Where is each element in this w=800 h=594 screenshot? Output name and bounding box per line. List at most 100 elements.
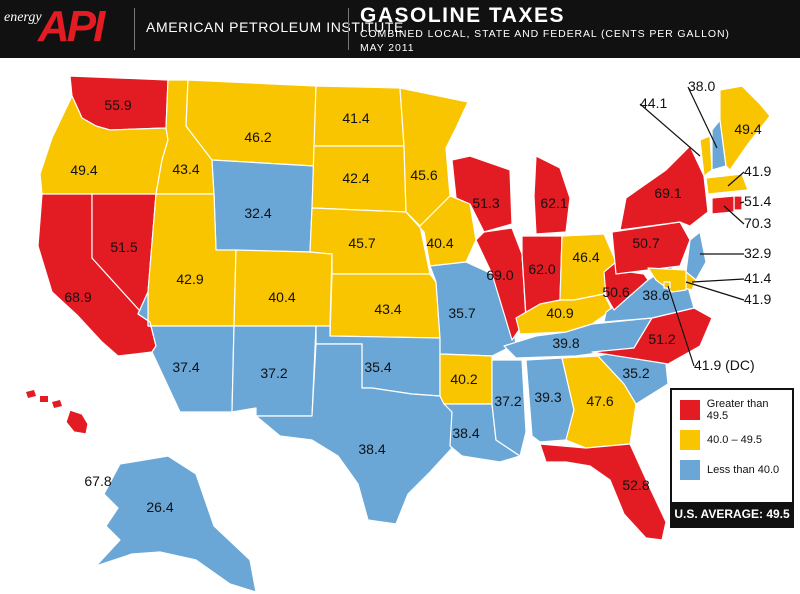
state-values: 55.9 49.4 68.9 51.5 43.4 46.2 32.4 42.9 37.4 40.4… [64,78,771,515]
state-hi-island [26,390,36,398]
state-value-ok: 35.4 [364,359,391,375]
state-value-ak: 26.4 [146,499,173,515]
state-value-ks: 43.4 [374,301,401,317]
page-title: GASOLINE TAXES [360,4,565,27]
page-date: MAY 2011 [360,42,415,54]
state-md [647,267,687,293]
state-hi-island [40,396,48,402]
state-ak [95,455,257,593]
state-value-ga: 47.6 [586,393,613,409]
state-value-dc: 41.9 (DC) [694,357,755,373]
state-value-nc: 51.2 [648,331,675,347]
logo-energy-text: energy [4,10,42,25]
logo-api-wordmark: API [38,2,105,51]
leader-line-nh [687,86,718,149]
state-value-sc: 35.2 [622,365,649,381]
state-mo [429,261,517,357]
state-value-me: 49.4 [734,121,761,137]
state-value-mo: 35.7 [448,305,475,321]
state-value-ia: 40.4 [426,235,453,251]
legend-swatch-mid [680,430,700,450]
state-value-vt: 44.1 [640,95,667,111]
state-mi [533,155,571,235]
organization-name: AMERICAN PETROLEUM INSTITUTE [146,19,404,35]
state-tx [255,343,453,525]
state-hi-island [52,400,62,408]
state-value-or: 49.4 [70,162,97,178]
state-value-pa: 50.7 [632,235,659,251]
state-nc [591,307,713,365]
state-nj [685,231,707,281]
leader-line-ct [723,205,745,225]
state-value-az: 37.4 [172,359,199,375]
header-bar: energy API AMERICAN PETROLEUM INSTITUTE … [0,0,800,58]
leader-line-vt [639,103,701,157]
state-value-mi: 62.1 [540,195,567,211]
legend-swatch-high [680,400,700,420]
state-value-de: 41.4 [744,270,771,286]
state-co [233,249,333,327]
leader-line-ma [727,171,745,187]
state-value-la: 38.4 [452,425,479,441]
state-value-nv: 51.5 [110,239,137,255]
header-divider [348,8,349,50]
leader-line-dc [667,285,695,367]
state-value-co: 40.4 [268,289,295,305]
leader-line-de [691,278,745,283]
legend-item-low: Less than 40.0 [680,460,779,480]
state-value-id: 43.4 [172,161,199,177]
state-ky [515,293,613,335]
state-value-wv: 50.6 [602,284,629,300]
state-value-wy: 32.4 [244,205,271,221]
page-subtitle: COMBINED LOCAL, STATE AND FEDERAL (CENTS… [360,28,730,40]
state-value-al: 39.3 [534,389,561,405]
state-value-oh: 46.4 [572,249,599,265]
legend-swatch-low [680,460,700,480]
state-wi [451,155,513,233]
state-value-ri: 51.4 [744,193,771,209]
state-value-ca: 68.9 [64,289,91,305]
state-value-wi: 51.3 [472,195,499,211]
us-average: U.S. AVERAGE: 49.5 [672,502,792,526]
state-fl [539,443,667,541]
state-value-ms: 37.2 [494,393,521,409]
us-map: 55.9 49.4 68.9 51.5 43.4 46.2 32.4 42.9 37.4 40.4… [26,75,771,593]
state-value-ma: 41.9 [744,163,771,179]
state-value-sd: 42.4 [342,170,369,186]
state-value-ct: 70.3 [744,215,771,231]
state-value-hi: 67.8 [84,473,111,489]
state-value-ny: 69.1 [654,185,681,201]
state-value-ut: 42.9 [176,271,203,287]
state-value-mt: 46.2 [244,129,271,145]
legend-label-low: Less than 40.0 [707,464,780,476]
legend: Greater than 49.5 40.0 – 49.5 Less than … [670,388,794,528]
state-ms [491,359,527,457]
state-value-fl: 52.8 [622,477,649,493]
legend-item-high: Greater than 49.5 [680,398,792,422]
state-ma [705,173,749,195]
state-shapes [26,75,771,593]
state-value-tx: 38.4 [358,441,385,457]
leader-line-md [685,281,745,301]
state-value-md: 41.9 [744,291,771,307]
state-value-wa: 55.9 [104,97,131,113]
state-value-nh: 38.0 [688,78,715,94]
state-value-ar: 40.2 [450,371,477,387]
legend-label-high: Greater than 49.5 [706,398,769,422]
state-value-nd: 41.4 [342,110,369,126]
state-ny [619,145,709,231]
leader-line-ri [739,201,745,204]
state-value-in: 62.0 [528,261,555,277]
state-me [719,85,771,171]
state-value-il: 69.0 [486,267,513,283]
state-hi [65,409,89,435]
legend-item-mid: 40.0 – 49.5 [680,430,762,450]
state-value-tn: 39.8 [552,335,579,351]
state-value-nj: 32.9 [744,245,771,261]
state-value-va: 38.6 [642,287,669,303]
state-value-ky: 40.9 [546,305,573,321]
legend-label-mid: 40.0 – 49.5 [707,434,763,446]
state-value-mn: 45.6 [410,167,437,183]
state-value-ne: 45.7 [348,235,375,251]
header-divider [134,8,135,50]
